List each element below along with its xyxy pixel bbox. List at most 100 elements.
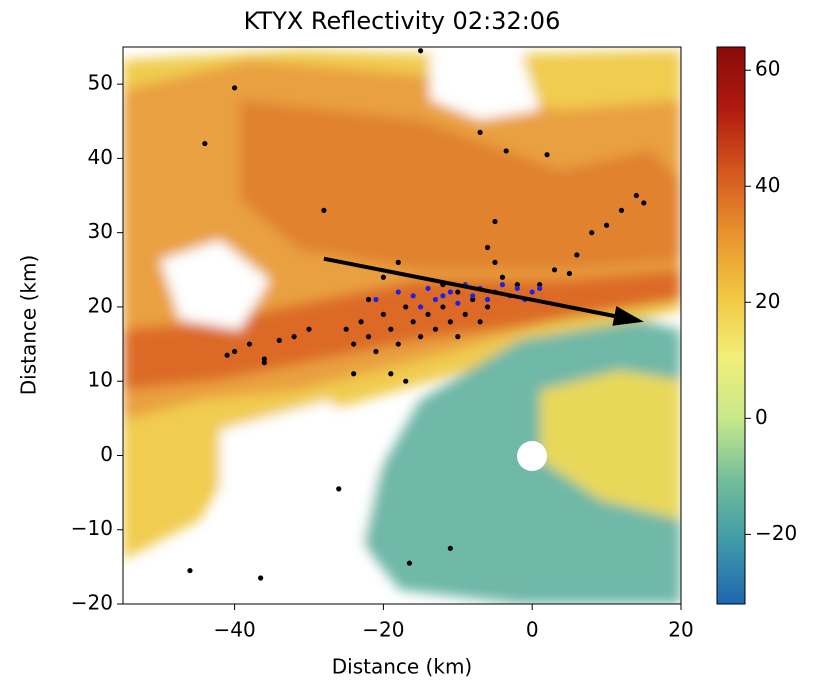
point <box>395 289 401 295</box>
point <box>351 341 357 347</box>
x-tick-label: 0 <box>526 618 539 642</box>
point <box>306 326 312 332</box>
point <box>418 304 424 310</box>
point <box>529 289 535 295</box>
point <box>470 293 476 299</box>
point <box>261 356 267 362</box>
point <box>470 296 476 303</box>
point <box>403 304 409 310</box>
point <box>432 296 439 303</box>
point <box>187 567 193 574</box>
point <box>633 192 639 199</box>
point <box>484 244 491 251</box>
point <box>418 334 424 340</box>
y-tick-label: 30 <box>88 219 113 243</box>
point <box>373 296 379 303</box>
point <box>418 48 424 54</box>
point <box>477 319 483 325</box>
point <box>261 360 267 366</box>
point <box>440 293 446 299</box>
point <box>537 282 543 288</box>
point <box>395 341 401 347</box>
y-tick-label: 0 <box>100 442 113 466</box>
point <box>388 371 394 377</box>
point <box>447 545 453 551</box>
colorbar-tick-label: −20 <box>755 521 797 545</box>
point <box>477 129 483 136</box>
point <box>499 274 506 280</box>
point <box>492 218 498 225</box>
point <box>343 326 349 332</box>
point <box>484 296 491 303</box>
point <box>388 326 394 332</box>
point <box>380 311 386 317</box>
point <box>202 140 208 147</box>
point <box>410 293 416 299</box>
point <box>574 252 580 258</box>
colorbar-tick-label: 0 <box>755 405 768 429</box>
point <box>455 334 461 340</box>
point <box>380 274 386 280</box>
point <box>503 148 509 154</box>
colorbar <box>716 46 746 605</box>
y-axis-label: Distance (km) <box>17 255 41 395</box>
point <box>425 311 431 317</box>
x-tick-label: −20 <box>362 618 404 642</box>
point <box>321 207 327 213</box>
y-tick-label: −10 <box>71 516 113 540</box>
y-tick-label: 40 <box>88 145 113 169</box>
x-tick-label: 20 <box>668 618 693 642</box>
point <box>232 85 238 91</box>
point <box>447 289 453 295</box>
y-tick-label: 50 <box>88 71 113 95</box>
point <box>440 304 446 310</box>
point <box>410 319 416 325</box>
point <box>499 282 506 288</box>
arrow-shaft <box>323 256 615 318</box>
point <box>566 270 573 277</box>
point <box>351 371 357 377</box>
colorbar-tick-label: 60 <box>755 57 780 81</box>
point <box>589 230 595 236</box>
y-tick-label: 20 <box>88 293 113 317</box>
point <box>291 334 297 340</box>
plot-frame <box>122 46 682 605</box>
point <box>336 486 342 492</box>
point <box>373 348 379 355</box>
point <box>447 319 453 325</box>
point <box>403 378 409 384</box>
point <box>514 285 520 291</box>
point <box>365 334 372 340</box>
point <box>551 267 558 273</box>
point <box>425 285 431 291</box>
point <box>484 304 491 310</box>
point <box>432 326 439 332</box>
point <box>537 285 543 291</box>
point <box>258 575 264 581</box>
point <box>514 282 520 288</box>
y-tick-label: 10 <box>88 368 113 392</box>
point <box>641 200 647 206</box>
chart-title: KTYX Reflectivity 02:32:06 <box>244 7 561 35</box>
x-tick-label: −40 <box>213 618 255 642</box>
reflectivity-field <box>123 47 681 604</box>
point <box>365 296 372 303</box>
point <box>544 152 550 158</box>
point <box>224 352 230 358</box>
colorbar-tick-label: 40 <box>755 173 780 197</box>
point <box>406 560 413 566</box>
point <box>492 259 498 265</box>
x-axis-label: Distance (km) <box>332 655 472 679</box>
point <box>455 300 461 306</box>
y-tick-label: −20 <box>71 591 113 615</box>
scatter-points <box>187 48 647 581</box>
arrow-head <box>612 306 644 326</box>
point <box>395 259 401 265</box>
colorbar-tick-label: 20 <box>755 289 780 313</box>
point <box>455 289 461 295</box>
point <box>604 222 610 228</box>
point <box>358 319 364 325</box>
point <box>246 341 253 347</box>
point <box>276 337 282 343</box>
